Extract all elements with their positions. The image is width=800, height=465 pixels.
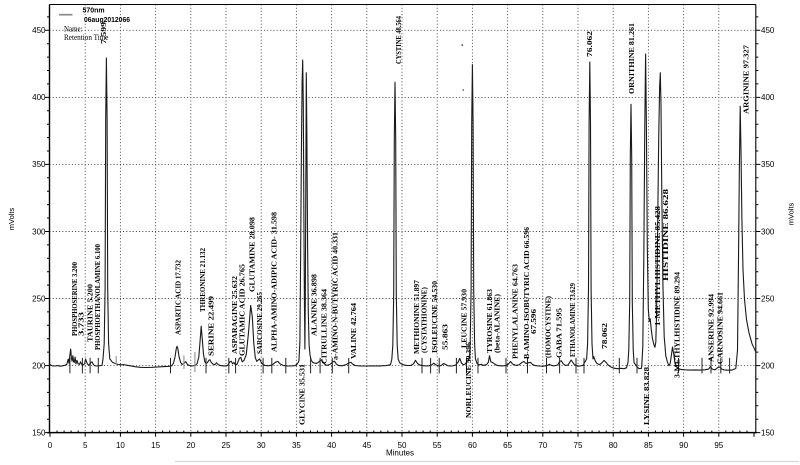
svg-text:PHOSPHOSERINE 3.200: PHOSPHOSERINE 3.200: [70, 262, 79, 336]
svg-text:ANSERINE 92.994: ANSERINE 92.994: [707, 294, 716, 362]
svg-text:mVolts: mVolts: [787, 203, 796, 226]
svg-text:CARNOSINE 94.661: CARNOSINE 94.661: [716, 292, 725, 364]
svg-text:ISOLEUCINE 54.530: ISOLEUCINE 54.530: [430, 281, 439, 353]
svg-text:TYROSINE 61.863: TYROSINE 61.863: [485, 289, 494, 353]
svg-text:200: 200: [32, 361, 46, 370]
svg-text:GLYCINE 35.531: GLYCINE 35.531: [298, 364, 307, 425]
svg-text:40: 40: [327, 441, 336, 450]
svg-text:350: 350: [761, 160, 775, 169]
svg-text:THREONINE 21.132: THREONINE 21.132: [198, 248, 207, 312]
svg-text:76.062: 76.062: [585, 31, 594, 57]
svg-text:85: 85: [644, 441, 653, 450]
svg-text:80: 80: [609, 441, 618, 450]
svg-text:150: 150: [32, 428, 46, 437]
svg-text:400: 400: [761, 93, 775, 102]
svg-text:250: 250: [761, 294, 775, 303]
svg-text:350: 350: [32, 160, 46, 169]
svg-text:Name:: Name:: [64, 25, 83, 34]
svg-text:06aug2012066: 06aug2012066: [84, 15, 130, 24]
svg-text:3-METHYLHISTIDINE 89.294: 3-METHYLHISTIDINE 89.294: [673, 272, 682, 378]
svg-text:ETHANOLAMINE 73.629: ETHANOLAMINE 73.629: [568, 283, 577, 357]
svg-text:3.733: 3.733: [77, 312, 86, 336]
svg-text:(HOMOCYSTINE): (HOMOCYSTINE): [544, 296, 553, 358]
svg-text:ALANINE 36.898: ALANINE 36.898: [310, 274, 319, 336]
svg-text:5: 5: [83, 441, 88, 450]
svg-text:mVolts: mVolts: [7, 208, 16, 231]
svg-text:400: 400: [32, 93, 46, 102]
svg-text:450: 450: [32, 26, 46, 35]
svg-text:570nm: 570nm: [83, 6, 105, 15]
svg-text:ARGININE 97.327: ARGININE 97.327: [742, 45, 751, 114]
svg-text:NORLEUCINE 59.396: NORLEUCINE 59.396: [464, 342, 473, 418]
svg-text:25: 25: [222, 441, 231, 450]
svg-text:0: 0: [48, 441, 53, 450]
svg-text:450: 450: [761, 26, 775, 35]
svg-text:300: 300: [761, 227, 775, 236]
svg-text:1-METHYLHISTIDINE 85.428: 1-METHYLHISTIDINE 85.428: [653, 206, 662, 326]
svg-text:(beta-ALANINE): (beta-ALANINE): [493, 294, 502, 353]
svg-text:PHENYLALANINE 64.763: PHENYLALANINE 64.763: [511, 264, 520, 359]
svg-text:LEUCINE 57.930: LEUCINE 57.930: [460, 289, 469, 348]
svg-text:7.599: 7.599: [99, 22, 108, 44]
svg-text:SERINE 22.499: SERINE 22.499: [207, 296, 216, 356]
svg-text:Minutes: Minutes: [386, 449, 414, 458]
svg-text:GABA 71.595: GABA 71.595: [555, 308, 564, 358]
svg-text:ASPARAGINE 25.632: ASPARAGINE 25.632: [230, 276, 239, 354]
svg-text:35: 35: [292, 441, 301, 450]
svg-text:LYSINE 83.828: LYSINE 83.828: [642, 367, 651, 425]
svg-text:VALINE 42.764: VALINE 42.764: [349, 303, 358, 359]
svg-text:Retention Time: Retention Time: [64, 33, 109, 42]
svg-text:75: 75: [574, 441, 583, 450]
svg-text:45: 45: [362, 441, 371, 450]
svg-text:95: 95: [714, 441, 723, 450]
svg-text:300: 300: [32, 227, 46, 236]
svg-text:90: 90: [679, 441, 688, 450]
svg-text:67.596: 67.596: [529, 309, 538, 334]
svg-text:60: 60: [468, 441, 477, 450]
svg-text:78.062: 78.062: [600, 323, 609, 349]
svg-text:CITRULLINE 38.364: CITRULLINE 38.364: [320, 289, 329, 364]
svg-text:200: 200: [761, 361, 775, 370]
svg-text:HISTIDINE 86.628: HISTIDINE 86.628: [661, 189, 670, 281]
svg-text:GLUTAMIC ACID 26.765: GLUTAMIC ACID 26.765: [238, 264, 247, 356]
svg-text:(CYSTATHIONINE): (CYSTATHIONINE): [420, 287, 429, 353]
svg-text:ASPARTIC ACID 17.732: ASPARTIC ACID 17.732: [174, 260, 183, 335]
svg-text:20: 20: [186, 441, 195, 450]
svg-text:70: 70: [538, 441, 547, 450]
svg-text:ORNITHINE 81.261: ORNITHINE 81.261: [627, 23, 636, 94]
svg-text:CYSTINE 48.564: CYSTINE 48.564: [394, 16, 403, 64]
svg-text:150: 150: [761, 428, 775, 437]
svg-text:GLUTAMINE 28.098: GLUTAMINE 28.098: [248, 217, 257, 292]
svg-text:10: 10: [116, 441, 125, 450]
svg-text:30: 30: [257, 441, 266, 450]
svg-text:55.863: 55.863: [441, 324, 450, 350]
svg-text:TAURINE 5.200: TAURINE 5.200: [86, 284, 95, 342]
svg-text:55: 55: [433, 441, 442, 450]
svg-text:250: 250: [32, 294, 46, 303]
svg-text:SARCOSINE 29.265: SARCOSINE 29.265: [255, 292, 264, 354]
svg-text:B-AMINO-ISOBUTYRIC ACID 66.596: B-AMINO-ISOBUTYRIC ACID 66.596: [522, 227, 531, 359]
svg-text:65: 65: [503, 441, 512, 450]
svg-text:ALPHA-AMINO-ADIPIC ACID- 31.59: ALPHA-AMINO-ADIPIC ACID- 31.598: [270, 212, 279, 352]
svg-text:PHOSPHOETHANOLAMINE 6.100: PHOSPHOETHANOLAMINE 6.100: [93, 244, 102, 350]
svg-text:a-AMINO-N-BUTYRIC ACID 40.331: a-AMINO-N-BUTYRIC ACID 40.331: [331, 232, 340, 360]
svg-text:50: 50: [398, 441, 407, 450]
svg-text:METHIONINE 51.897: METHIONINE 51.897: [412, 280, 421, 354]
svg-text:15: 15: [151, 441, 160, 450]
